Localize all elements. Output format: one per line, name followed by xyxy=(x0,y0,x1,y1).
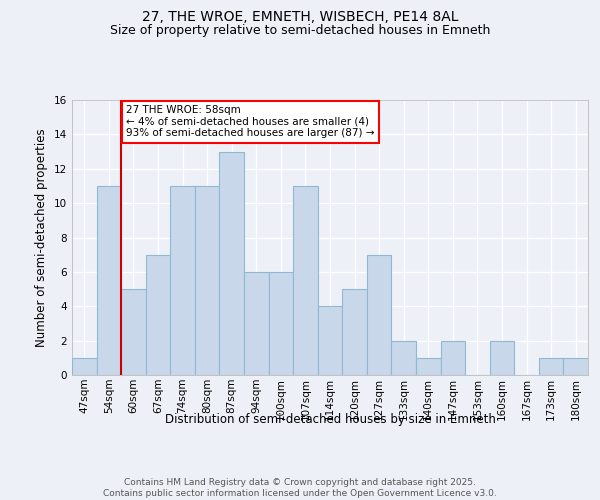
Y-axis label: Number of semi-detached properties: Number of semi-detached properties xyxy=(35,128,49,347)
Bar xyxy=(539,358,563,375)
Text: Contains HM Land Registry data © Crown copyright and database right 2025.
Contai: Contains HM Land Registry data © Crown c… xyxy=(103,478,497,498)
Bar xyxy=(97,186,121,375)
Bar xyxy=(195,186,220,375)
Bar xyxy=(318,306,342,375)
Bar xyxy=(563,358,588,375)
Text: 27 THE WROE: 58sqm
← 4% of semi-detached houses are smaller (4)
93% of semi-deta: 27 THE WROE: 58sqm ← 4% of semi-detached… xyxy=(126,105,374,138)
Bar xyxy=(342,289,367,375)
Bar xyxy=(146,254,170,375)
Bar xyxy=(72,358,97,375)
Bar xyxy=(490,340,514,375)
Bar xyxy=(367,254,391,375)
Bar xyxy=(416,358,440,375)
Bar xyxy=(170,186,195,375)
Text: Distribution of semi-detached houses by size in Emneth: Distribution of semi-detached houses by … xyxy=(164,412,496,426)
Bar xyxy=(293,186,318,375)
Bar xyxy=(269,272,293,375)
Bar xyxy=(244,272,269,375)
Bar xyxy=(220,152,244,375)
Text: Size of property relative to semi-detached houses in Emneth: Size of property relative to semi-detach… xyxy=(110,24,490,37)
Text: 27, THE WROE, EMNETH, WISBECH, PE14 8AL: 27, THE WROE, EMNETH, WISBECH, PE14 8AL xyxy=(142,10,458,24)
Bar xyxy=(440,340,465,375)
Bar xyxy=(391,340,416,375)
Bar xyxy=(121,289,146,375)
